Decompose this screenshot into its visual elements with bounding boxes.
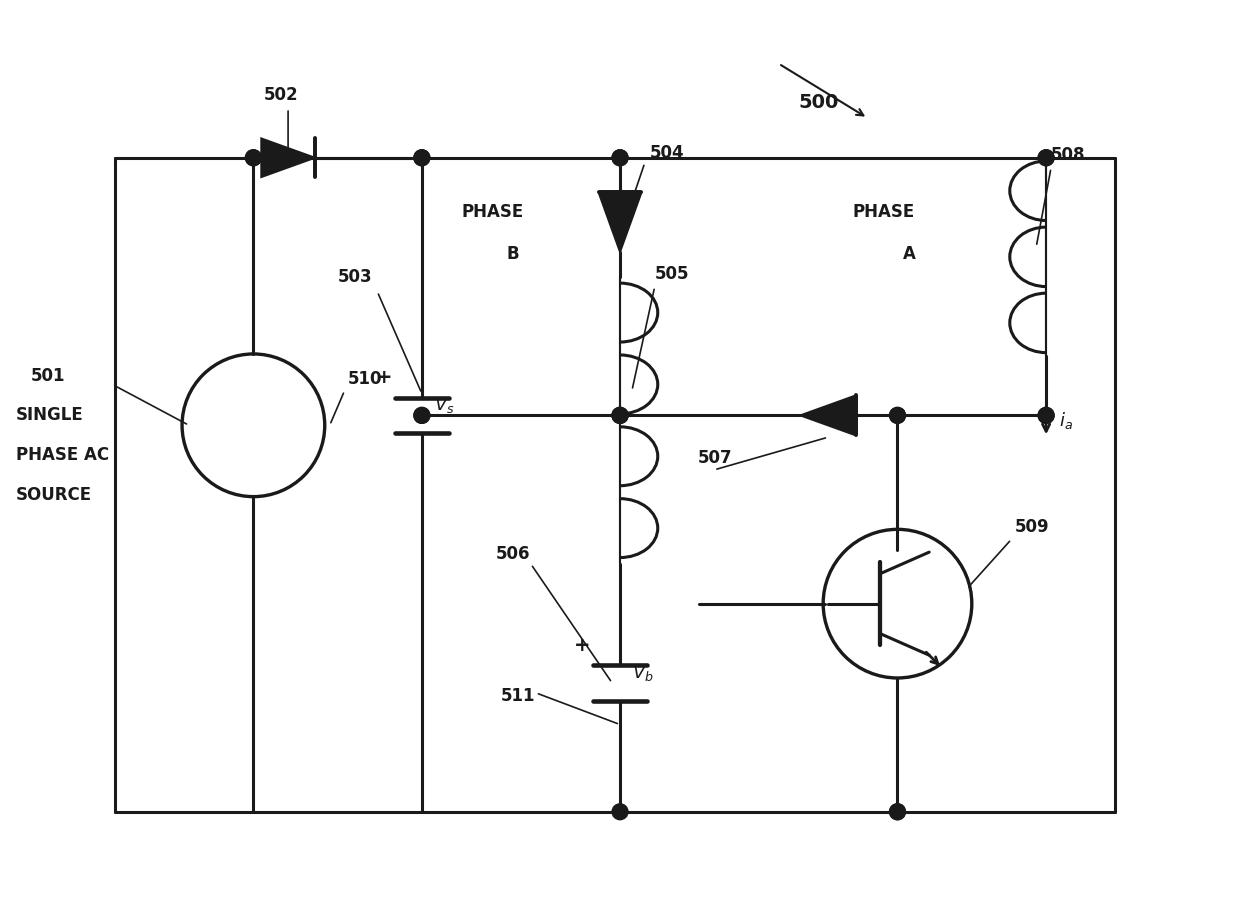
- Text: 509: 509: [1015, 518, 1050, 536]
- Circle shape: [246, 150, 261, 166]
- Text: 510: 510: [347, 370, 382, 388]
- Text: 505: 505: [655, 264, 689, 283]
- Circle shape: [414, 150, 429, 166]
- Circle shape: [612, 407, 628, 424]
- Polygon shape: [599, 192, 641, 252]
- Circle shape: [1038, 150, 1055, 166]
- Text: 507: 507: [698, 449, 731, 467]
- Text: 503: 503: [338, 267, 372, 285]
- Text: PHASE: PHASE: [462, 203, 524, 221]
- Circle shape: [612, 803, 628, 820]
- Text: A: A: [902, 245, 915, 263]
- Text: 508: 508: [1051, 145, 1086, 164]
- Circle shape: [1038, 150, 1055, 166]
- Circle shape: [1038, 407, 1055, 424]
- Text: PHASE AC: PHASE AC: [15, 446, 109, 464]
- Circle shape: [1038, 407, 1055, 424]
- Text: 506: 506: [497, 545, 530, 563]
- Text: $i_a$: $i_a$: [1060, 410, 1073, 431]
- Text: PHASE: PHASE: [852, 203, 915, 221]
- Text: +: +: [376, 368, 392, 387]
- Circle shape: [246, 150, 261, 166]
- Text: B: B: [507, 245, 519, 263]
- Polygon shape: [261, 138, 314, 177]
- Circle shape: [612, 150, 628, 166]
- Circle shape: [414, 407, 429, 424]
- Text: +: +: [574, 636, 590, 655]
- Circle shape: [612, 407, 628, 424]
- Polygon shape: [800, 395, 856, 436]
- Circle shape: [890, 407, 905, 424]
- Text: 511: 511: [502, 687, 535, 705]
- Text: SOURCE: SOURCE: [15, 486, 91, 503]
- Text: $V_s$: $V_s$: [434, 395, 454, 415]
- Text: 500: 500: [799, 93, 839, 113]
- Circle shape: [414, 407, 429, 424]
- Text: 502: 502: [263, 86, 298, 104]
- Text: 504: 504: [650, 144, 684, 162]
- Circle shape: [612, 407, 628, 424]
- Text: 501: 501: [30, 367, 65, 384]
- Circle shape: [890, 803, 905, 820]
- Circle shape: [890, 803, 905, 820]
- Text: SINGLE: SINGLE: [15, 406, 84, 425]
- Text: $V_b$: $V_b$: [631, 663, 654, 683]
- Circle shape: [612, 150, 628, 166]
- Circle shape: [414, 150, 429, 166]
- Circle shape: [890, 407, 905, 424]
